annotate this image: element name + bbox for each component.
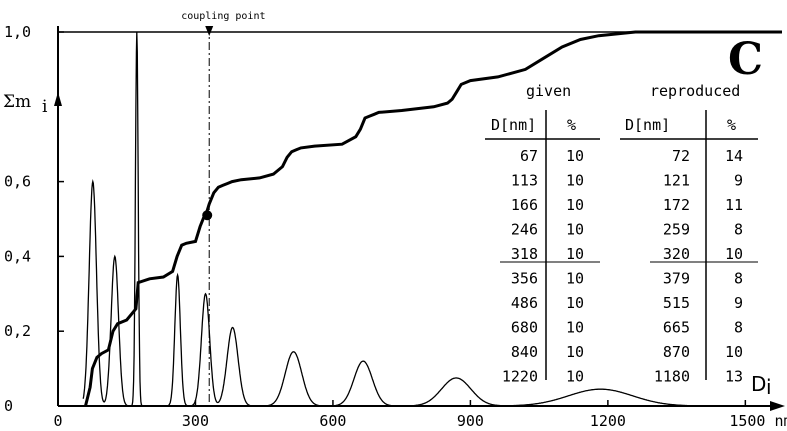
table-reproduced-d-cell: 121 xyxy=(663,172,690,190)
table-given-pct-cell: 10 xyxy=(566,343,584,361)
x-tick-label: 1200 xyxy=(590,412,626,430)
table-given-pct-cell: 10 xyxy=(566,172,584,190)
coupling-point-marker: coupling point xyxy=(181,11,266,406)
table-given-d-cell: 318 xyxy=(511,245,538,263)
table-reproduced-pct-cell: 10 xyxy=(725,245,743,263)
table-given-pct-cell: 10 xyxy=(566,221,584,239)
axes xyxy=(54,26,785,411)
coupling-point-dot xyxy=(202,210,213,221)
y-axis-label: Σm xyxy=(3,92,31,112)
y-tick-label: 0,2 xyxy=(4,322,31,340)
cumulative-curve xyxy=(84,30,782,407)
table-rows: 67 10 113 10 166 10 246 10 318 10 356 10 486 10 680 10 8… xyxy=(502,147,743,386)
table-given-d-cell: 486 xyxy=(511,294,538,312)
x-tick-label: 1500 nm xyxy=(729,412,787,430)
y-ticks: 0 0,2 0,4 0,6 1,0 xyxy=(4,23,64,415)
table-reproduced-pct-cell: 10 xyxy=(725,343,743,361)
table-given-d-cell: 246 xyxy=(511,221,538,239)
table-given-title: given xyxy=(526,82,571,100)
table-given-d-cell: 1220 xyxy=(502,368,538,386)
table-given-pct-cell: 10 xyxy=(566,319,584,337)
table-given-pct-cell: 10 xyxy=(566,368,584,386)
x-tick-label: 0 xyxy=(53,412,62,430)
table-given-d-cell: 67 xyxy=(520,147,538,165)
panel-label: C xyxy=(728,34,763,85)
y-tick-label: 0 xyxy=(4,397,13,415)
x-ticks: 0 300 600 900 1200 1500 nm xyxy=(53,400,787,430)
table-reproduced-d-cell: 259 xyxy=(663,221,690,239)
x-axis-label-subscript: i xyxy=(766,375,772,399)
table-given-pct-cell: 10 xyxy=(566,196,584,214)
y-tick-label: 1,0 xyxy=(4,23,31,41)
coupling-arrow-icon xyxy=(205,26,214,36)
table-reproduced-pct-cell: 13 xyxy=(725,368,743,386)
coupling-point-label: coupling point xyxy=(181,11,265,22)
table-given-d-cell: 166 xyxy=(511,196,538,214)
table-reproduced-d-cell: 665 xyxy=(663,319,690,337)
x-tick-label: 900 xyxy=(457,412,484,430)
table-given-header-pct: % xyxy=(567,116,576,134)
table-given-d-cell: 680 xyxy=(511,319,538,337)
table-reproduced-pct-cell: 9 xyxy=(734,172,743,190)
table-given-pct-cell: 10 xyxy=(566,294,584,312)
table-given-pct-cell: 10 xyxy=(566,245,584,263)
x-tick-label: 600 xyxy=(319,412,346,430)
data-table: given reproduced D[nm] % D[nm] % 67 10113… xyxy=(485,82,758,386)
x-tick-label: 300 xyxy=(182,412,209,430)
y-tick-label: 0,6 xyxy=(4,173,31,191)
table-reproduced-d-cell: 320 xyxy=(663,245,690,263)
table-given-pct-cell: 10 xyxy=(566,147,584,165)
y-axis-arrow xyxy=(54,92,62,106)
table-reproduced-pct-cell: 8 xyxy=(734,319,743,337)
table-given-d-cell: 113 xyxy=(511,172,538,190)
table-reproduced-d-cell: 379 xyxy=(663,270,690,288)
table-reproduced-d-cell: 870 xyxy=(663,343,690,361)
table-reproduced-d-cell: 1180 xyxy=(654,368,690,386)
table-reproduced-d-cell: 172 xyxy=(663,196,690,214)
distribution-curve xyxy=(82,31,700,407)
table-reproduced-pct-cell: 11 xyxy=(725,196,743,214)
table-reproduced-d-cell: 72 xyxy=(672,147,690,165)
table-reproduced-title: reproduced xyxy=(650,82,740,100)
table-given-header-d: D[nm] xyxy=(491,116,536,134)
x-axis-arrow xyxy=(770,401,785,411)
table-reproduced-d-cell: 515 xyxy=(663,294,690,312)
y-axis-label-subscript: i xyxy=(42,97,48,117)
table-reproduced-header-pct: % xyxy=(727,116,736,134)
table-reproduced-pct-cell: 8 xyxy=(734,221,743,239)
table-reproduced-pct-cell: 14 xyxy=(725,147,743,165)
table-given-d-cell: 840 xyxy=(511,343,538,361)
x-axis-label: D xyxy=(751,372,766,396)
table-given-d-cell: 356 xyxy=(511,270,538,288)
y-tick-label: 0,4 xyxy=(4,247,31,265)
table-reproduced-header-d: D[nm] xyxy=(625,116,670,134)
table-given-pct-cell: 10 xyxy=(566,270,584,288)
table-reproduced-pct-cell: 8 xyxy=(734,270,743,288)
table-reproduced-pct-cell: 9 xyxy=(734,294,743,312)
